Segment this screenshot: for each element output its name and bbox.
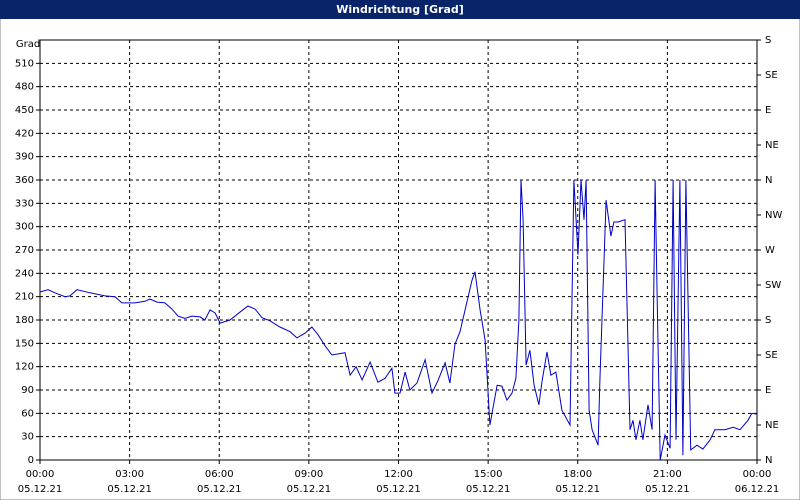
y2-tick-label: W: [765, 245, 775, 256]
y-tick-label: 180: [15, 315, 34, 326]
plot-border: [39, 39, 758, 461]
y-tick-label: 450: [15, 105, 34, 116]
x-tick-date: 05.12.21: [287, 484, 332, 495]
y-tick-label: 300: [15, 222, 34, 233]
y2-tick-label: E: [765, 385, 771, 396]
x-tick-date: 05.12.21: [645, 484, 690, 495]
y-tick-label: 0: [28, 455, 34, 466]
y-tick-label: 60: [21, 408, 34, 419]
data-line: [39, 179, 758, 461]
y2-tick-label: E: [765, 105, 771, 116]
x-tick-date: 06.12.21: [735, 484, 780, 495]
y2-tick-label: SE: [765, 350, 778, 361]
y-tick-label: 120: [15, 362, 34, 373]
y-tick-label: 90: [21, 385, 34, 396]
y2-tick-label: NE: [765, 140, 779, 151]
y-tick-label: 270: [15, 245, 34, 256]
title-bar: [0, 0, 800, 19]
x-tick-date: 05.12.21: [555, 484, 600, 495]
x-tick-date: 05.12.21: [466, 484, 511, 495]
y2-tick-label: N: [765, 175, 772, 186]
x-tick-date: 05.12.21: [376, 484, 421, 495]
y-tick-label: 240: [15, 268, 34, 279]
y-tick-label: 150: [15, 338, 34, 349]
x-tick-label: 12:00: [384, 469, 413, 480]
x-tick-label: 15:00: [474, 469, 503, 480]
x-tick-label: 00:00: [743, 469, 772, 480]
y-tick-label: 420: [15, 128, 34, 139]
x-tick-date: 05.12.21: [18, 484, 63, 495]
x-tick-label: 18:00: [563, 469, 592, 480]
chart-title: Windrichtung [Grad]: [336, 3, 464, 16]
y-tick-label: 330: [15, 198, 34, 209]
y2-tick-label: S: [765, 315, 771, 326]
x-tick-label: 00:00: [26, 469, 55, 480]
y2-tick-label: N: [765, 455, 772, 466]
y-tick-label: 210: [15, 292, 34, 303]
x-tick-label: 03:00: [115, 469, 144, 480]
y-tick-label: 390: [15, 152, 34, 163]
x-tick-label: 09:00: [294, 469, 323, 480]
y2-tick-label: SW: [765, 280, 781, 291]
y-tick-label: 360: [15, 175, 34, 186]
y2-tick-label: NE: [765, 420, 779, 431]
y-tick-label: 510: [15, 58, 34, 69]
x-tick-date: 05.12.21: [197, 484, 242, 495]
y-tick-label: 30: [21, 432, 34, 443]
y2-tick-label: NW: [765, 210, 782, 221]
x-tick-label: 06:00: [205, 469, 234, 480]
x-tick-date: 05.12.21: [107, 484, 152, 495]
y-tick-label: 480: [15, 82, 34, 93]
y2-tick-label: SE: [765, 70, 778, 81]
y2-tick-label: S: [765, 35, 771, 46]
y-axis-label: Grad: [16, 39, 40, 50]
x-tick-label: 21:00: [653, 469, 682, 480]
